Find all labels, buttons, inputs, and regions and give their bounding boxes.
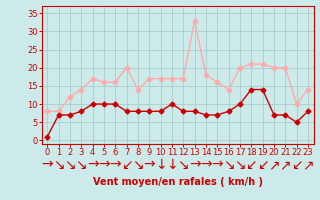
X-axis label: Vent moyen/en rafales ( km/h ): Vent moyen/en rafales ( km/h ) (92, 177, 263, 187)
